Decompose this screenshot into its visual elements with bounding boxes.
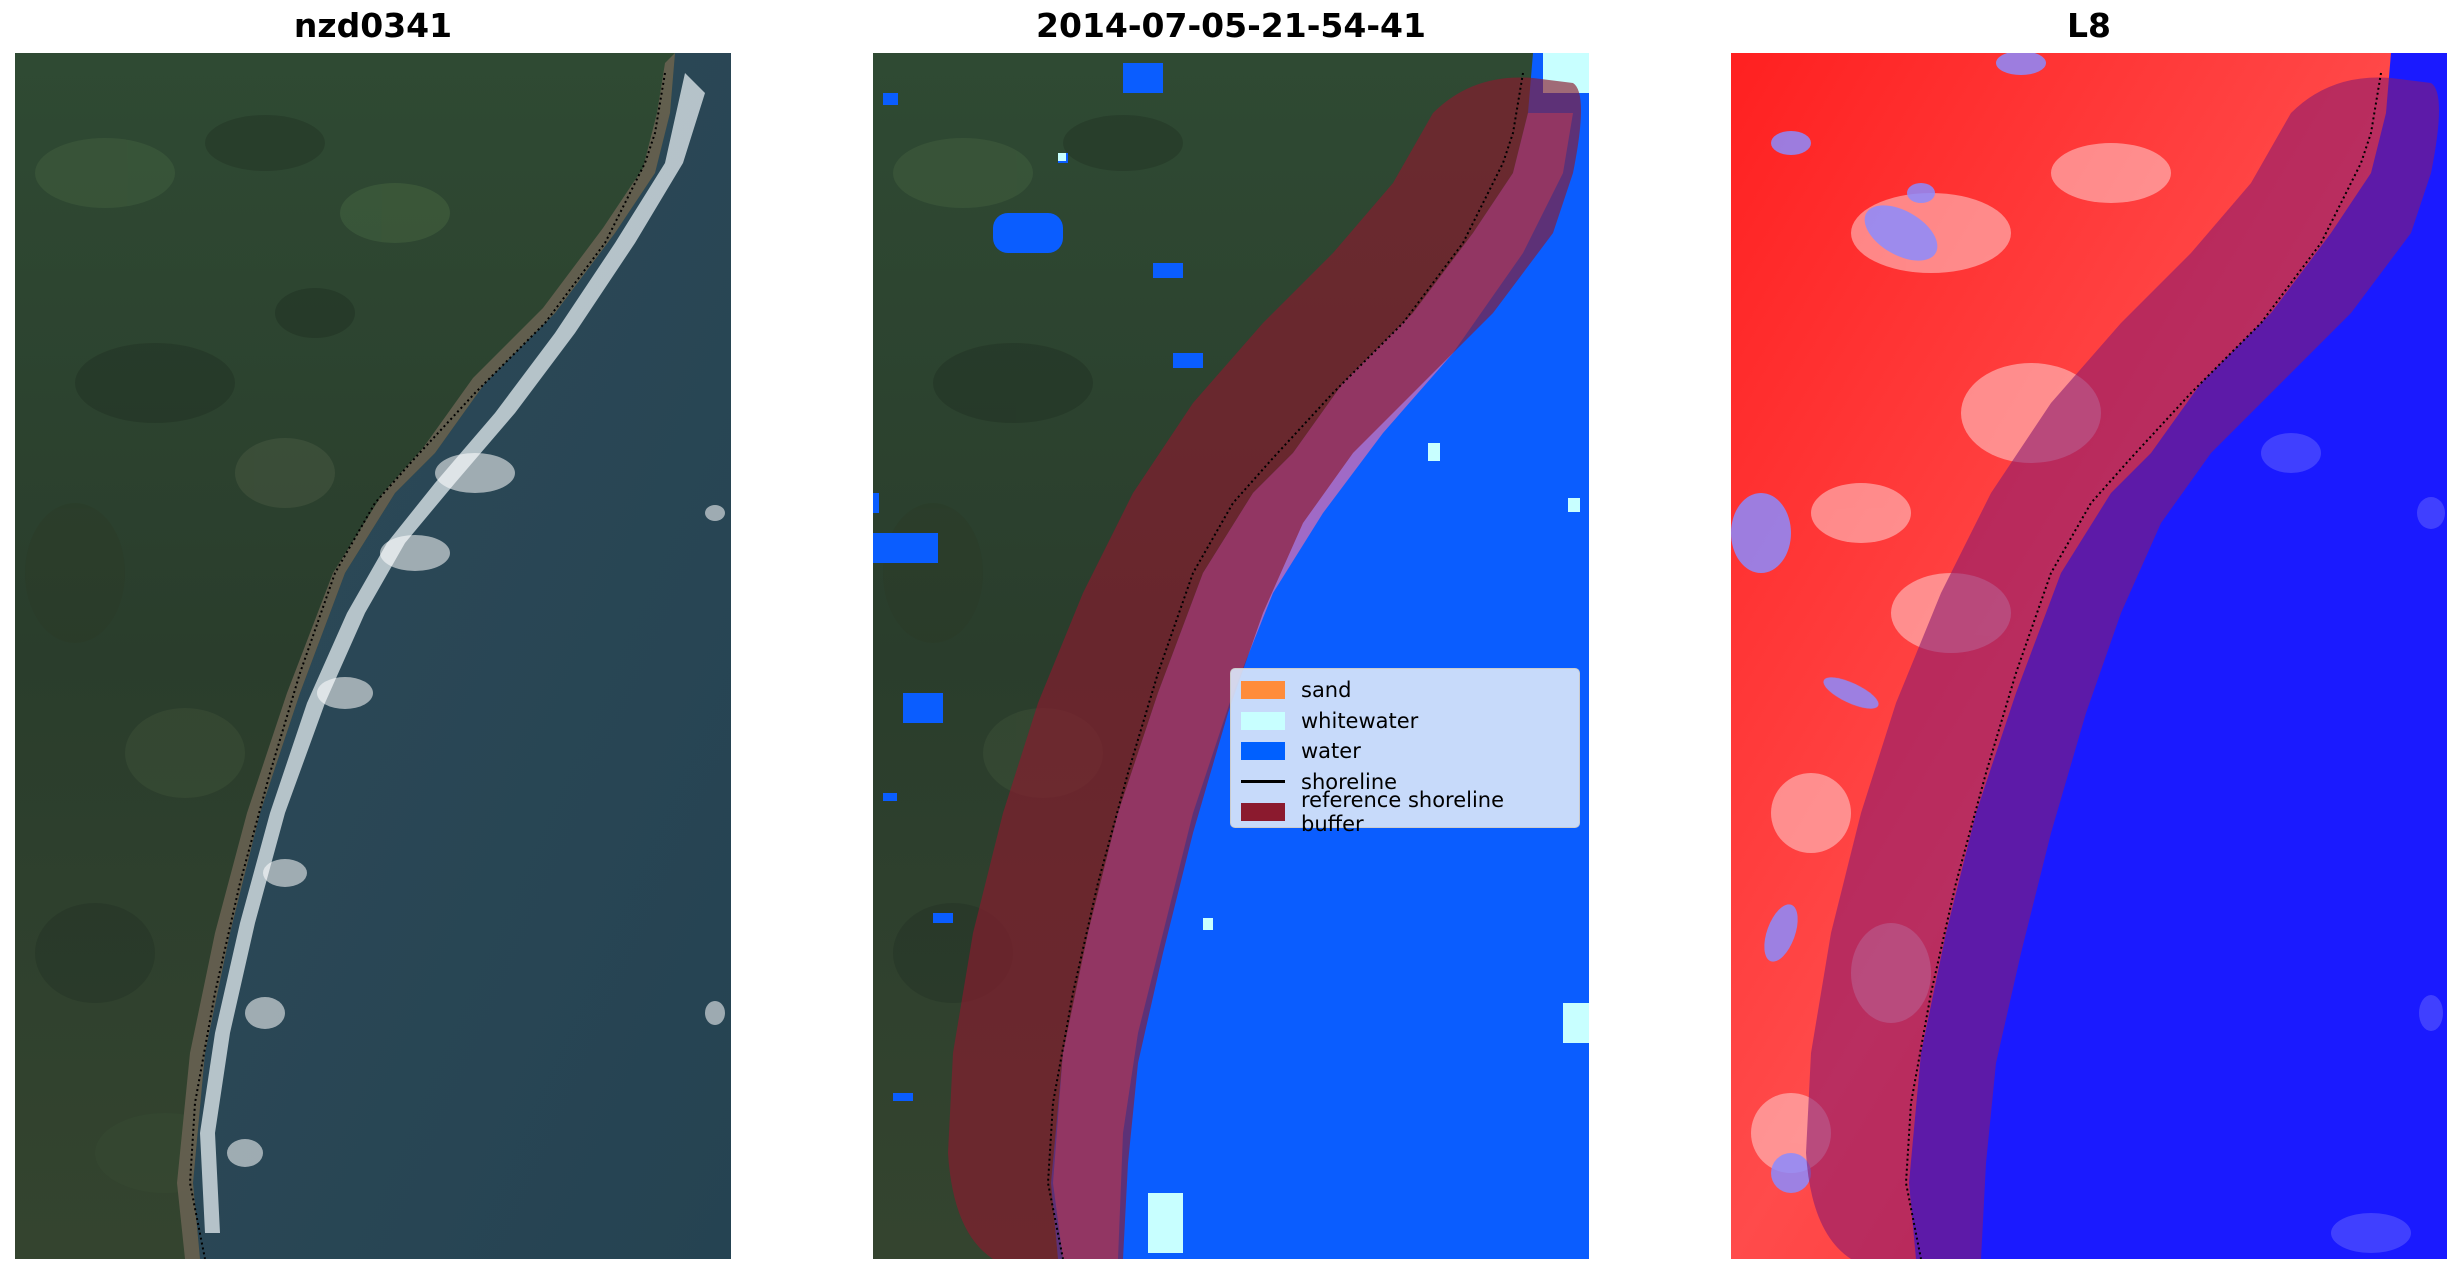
legend-swatch-buffer	[1241, 803, 1285, 822]
legend-item-water: water	[1241, 736, 1569, 767]
legend-label: whitewater	[1301, 708, 1419, 733]
legend-label: reference shoreline buffer	[1301, 788, 1505, 837]
legend-label: sand	[1301, 678, 1352, 703]
classification-image	[873, 53, 1589, 1259]
panel-rgb-image: nzd0341	[15, 0, 731, 1279]
legend-item-buffer: reference shoreline buffer	[1241, 788, 1569, 836]
panel-title: nzd0341	[293, 6, 453, 45]
legend-label: water	[1301, 739, 1361, 764]
panel-index-image: L8	[1731, 0, 2447, 1279]
panel-classification: 2014-07-05-21-54-41	[873, 0, 1589, 1279]
legend-item-sand: sand	[1241, 675, 1569, 706]
panel-title: 2014-07-05-21-54-41	[1036, 6, 1426, 45]
legend: sand whitewater water shoreline referenc…	[1230, 668, 1580, 836]
legend-label: shoreline	[1301, 769, 1398, 794]
index-image	[1731, 53, 2447, 1259]
legend-swatch-whitewater	[1241, 711, 1285, 730]
legend-item-whitewater: whitewater	[1241, 706, 1569, 737]
panel-title: L8	[2067, 6, 2111, 45]
legend-line-shoreline	[1241, 780, 1285, 784]
legend-item-shoreline: shoreline	[1241, 767, 1569, 798]
legend-swatch-sand	[1241, 681, 1285, 700]
legend-swatch-water	[1241, 742, 1285, 761]
rgb-satellite-image	[15, 53, 731, 1259]
